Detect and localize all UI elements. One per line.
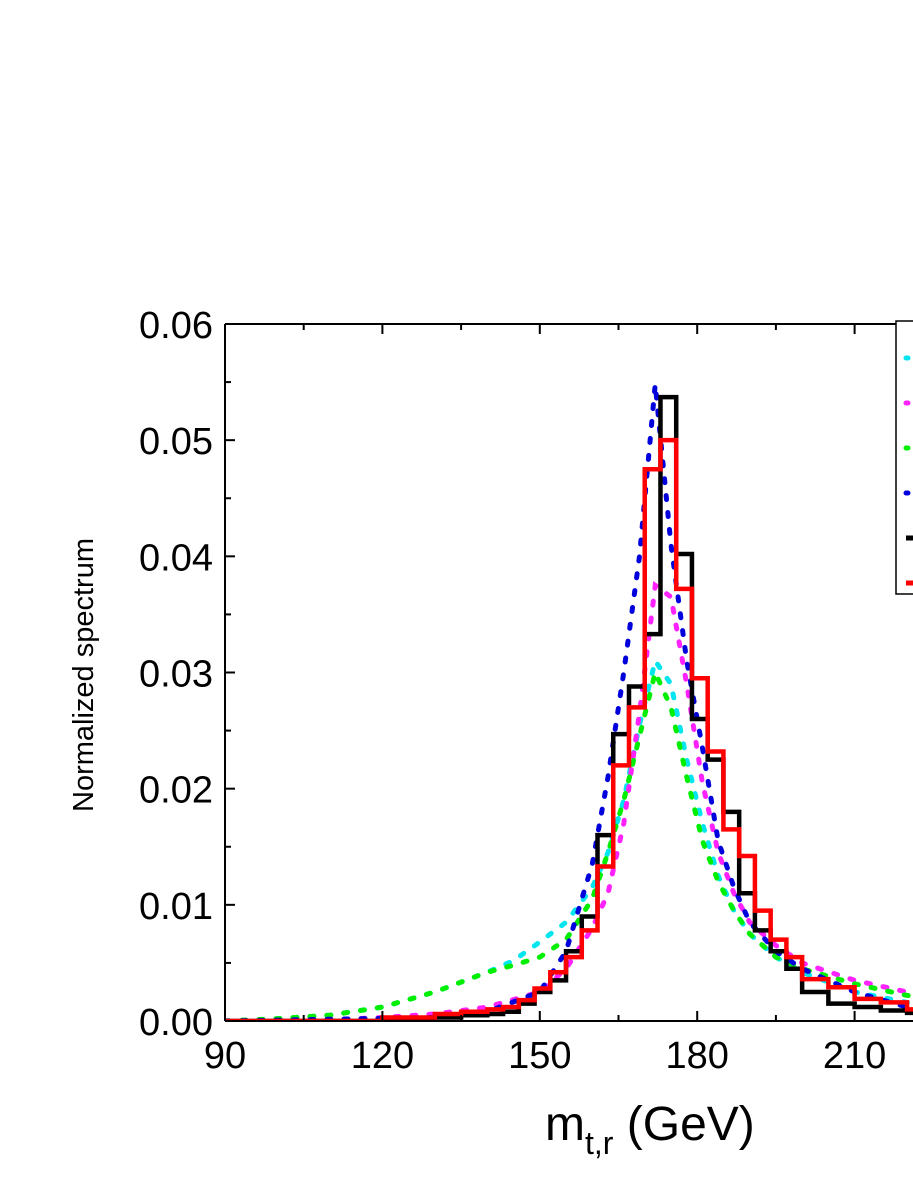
x-axis-title-sub: t,r	[585, 1125, 614, 1161]
y-tick-label: 0.02	[139, 770, 213, 812]
y-tick-label: 0.01	[139, 886, 213, 928]
series-line-6	[225, 437, 913, 1021]
y-tick-label: 0.05	[139, 421, 213, 463]
x-axis-title-unit: (GeV)	[613, 1098, 754, 1151]
legend-box	[895, 320, 913, 595]
x-tick-label: 120	[351, 1035, 414, 1077]
y-tick-label: 0.06	[139, 305, 213, 347]
legend	[895, 320, 913, 595]
y-tick-label: 0.00	[139, 1002, 213, 1044]
x-tick-label: 210	[823, 1035, 886, 1077]
series-line-4	[225, 384, 913, 1021]
axes-layer: 0.00 0.01 0.02 0.03 0.04 0.05 0.06 90 120 150 180 2…	[139, 305, 913, 1077]
series-line-3	[225, 664, 913, 1021]
y-axis-title: Normalized spectrum	[68, 538, 100, 812]
y-tick-label: 0.04	[139, 537, 213, 579]
x-tick-label: 150	[508, 1035, 571, 1077]
x-axis-title: mt,r (GeV)	[545, 1098, 755, 1161]
series-layer	[225, 384, 913, 1021]
series-line-5	[225, 394, 913, 1021]
x-axis-title-main: m	[545, 1098, 585, 1151]
x-tick-label: 180	[665, 1035, 728, 1077]
y-tick-label: 0.03	[139, 654, 213, 696]
series-line-2	[225, 580, 913, 1021]
x-tick-label: 90	[204, 1035, 246, 1077]
